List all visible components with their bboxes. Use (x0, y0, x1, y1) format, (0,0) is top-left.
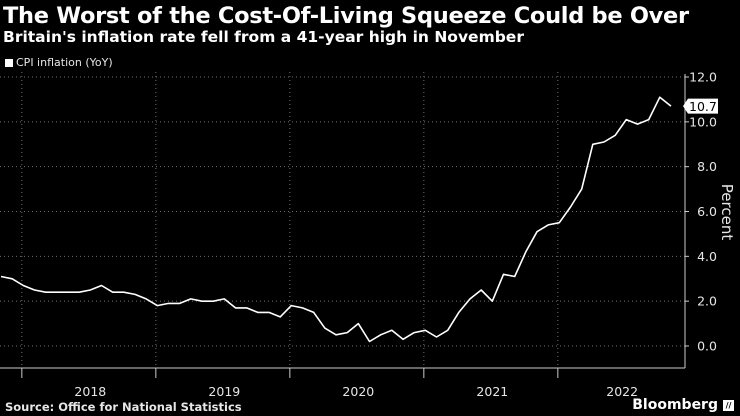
x-tick-label: 2021 (476, 384, 508, 399)
y-tick-label: 12.0 (689, 70, 717, 85)
chart-title: The Worst of the Cost-Of-Living Squeeze … (3, 3, 689, 29)
source-note: Source: Office for National Statistics (5, 400, 242, 414)
tick-labels: 0.0 2.0 4.0 6.0 8.0 10.0 12.0 2018 2019 2020 2021 2… (74, 70, 736, 400)
y-tick-label: 2.0 (697, 294, 717, 309)
legend: CPI inflation (YoY) (5, 56, 113, 70)
x-tick-label: 2022 (606, 384, 638, 399)
legend-label: CPI inflation (YoY) (16, 56, 113, 69)
y-tick-label: 4.0 (697, 249, 717, 264)
series-layer (0, 96, 672, 343)
last-value-label: 10.7 (689, 99, 717, 114)
axes (0, 74, 689, 378)
chart-subtitle: Britain's inflation rate fell from a 41-… (3, 28, 524, 46)
last-value-badge (683, 98, 718, 114)
y-tick-label: 10.0 (689, 114, 717, 129)
y-tick-label: 6.0 (697, 204, 717, 219)
y-tick-label: 8.0 (697, 159, 717, 174)
annotations: 10.7 (683, 98, 718, 114)
x-tick-label: 2019 (208, 384, 240, 399)
brand-logo: Bloomberg // (632, 397, 734, 414)
y-tick-label: 0.0 (697, 339, 717, 354)
series-line-cpi (0, 96, 672, 343)
x-tick-label: 2018 (74, 384, 106, 399)
horizontal-gridlines (0, 76, 685, 347)
brand-name: Bloomberg (632, 397, 718, 413)
bloomberg-icon: // (723, 400, 734, 411)
vertical-gridlines (21, 72, 559, 368)
legend-swatch (5, 59, 13, 67)
y-axis-label: Percent (718, 184, 736, 241)
x-tick-label: 2020 (342, 384, 374, 399)
